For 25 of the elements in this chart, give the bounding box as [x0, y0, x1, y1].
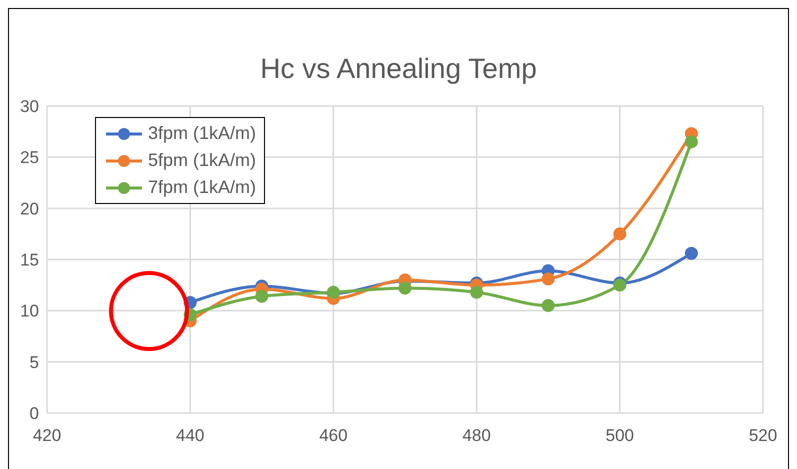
point	[470, 286, 484, 299]
x-tick-label: 520	[748, 426, 778, 446]
x-tick-label: 460	[319, 426, 348, 446]
y-tick-label: 0	[30, 404, 39, 424]
legend-label: 7fpm (1kA/m)	[148, 177, 256, 198]
x-tick-label: 500	[606, 426, 634, 446]
point	[613, 227, 626, 240]
legend-label: 5fpm (1kA/m)	[148, 150, 256, 171]
y-tick-label: 30	[20, 97, 39, 116]
chart-title: Hc vs Annealing Temp	[259, 53, 538, 85]
legend-label: 3fpm (1kA/m)	[148, 123, 256, 144]
y-tick-label: 5	[30, 352, 39, 372]
point	[542, 272, 555, 286]
point	[398, 282, 412, 295]
y-tick-label: 15	[20, 250, 39, 270]
point	[684, 135, 698, 148]
x-tick-label: 480	[462, 426, 491, 446]
point	[255, 290, 268, 303]
point	[542, 299, 555, 312]
x-tick-label: 420	[32, 426, 62, 446]
point	[684, 246, 698, 260]
x-tick-label: 440	[176, 426, 204, 446]
y-tick-label: 20	[20, 199, 39, 218]
y-tick-label: 10	[20, 302, 39, 321]
y-tick-label: 25	[20, 148, 39, 168]
